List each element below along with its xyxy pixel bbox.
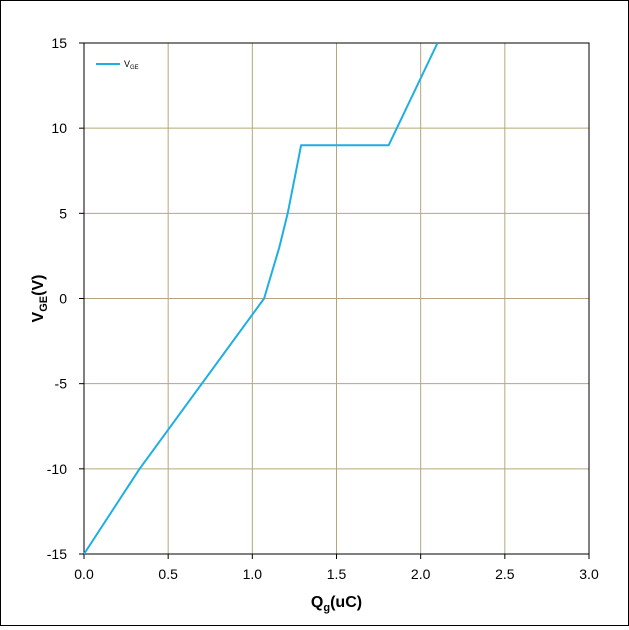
y-tick-label: -5 — [55, 376, 68, 392]
legend-label-main: V — [124, 59, 130, 69]
y-axis-label-tail: (V) — [30, 275, 47, 296]
legend: VGE — [92, 53, 154, 75]
y-axis-label-sub: GE — [38, 296, 50, 312]
y-tick-label: 15 — [51, 35, 67, 51]
legend-background — [92, 53, 154, 75]
y-tick-label: -15 — [47, 546, 67, 562]
y-tick-label: 0 — [59, 291, 67, 307]
x-tick-label: 2.0 — [411, 566, 431, 582]
x-axis-label: Qg(uC) — [311, 594, 362, 614]
y-axis-label-main: V — [30, 311, 47, 322]
x-tick-label: 3.0 — [579, 566, 599, 582]
y-tick-label: 10 — [51, 120, 67, 136]
x-tick-label: 0.0 — [74, 566, 94, 582]
legend-label-sub: GE — [130, 65, 139, 71]
grid-lines — [83, 42, 590, 555]
y-axis-label: VGE(V) — [30, 275, 50, 323]
x-tick-label: 1.5 — [327, 566, 347, 582]
series-line-vge — [83, 42, 439, 555]
y-axis-ticks: -15 -10 -5 0 5 10 15 — [47, 35, 84, 562]
x-axis-label-sub: g — [323, 602, 330, 614]
x-axis-ticks: 0.0 0.5 1.0 1.5 2.0 2.5 3.0 — [74, 554, 599, 582]
x-axis-label-tail: (uC) — [330, 594, 362, 611]
legend-label-vge: VGE — [124, 59, 139, 71]
x-tick-label: 0.5 — [158, 566, 178, 582]
y-tick-label: -10 — [47, 461, 67, 477]
x-tick-label: 2.5 — [495, 566, 515, 582]
x-axis-label-main: Q — [311, 594, 323, 611]
y-tick-label: 5 — [59, 205, 67, 221]
series-layer — [83, 42, 439, 555]
x-tick-label: 1.0 — [243, 566, 263, 582]
